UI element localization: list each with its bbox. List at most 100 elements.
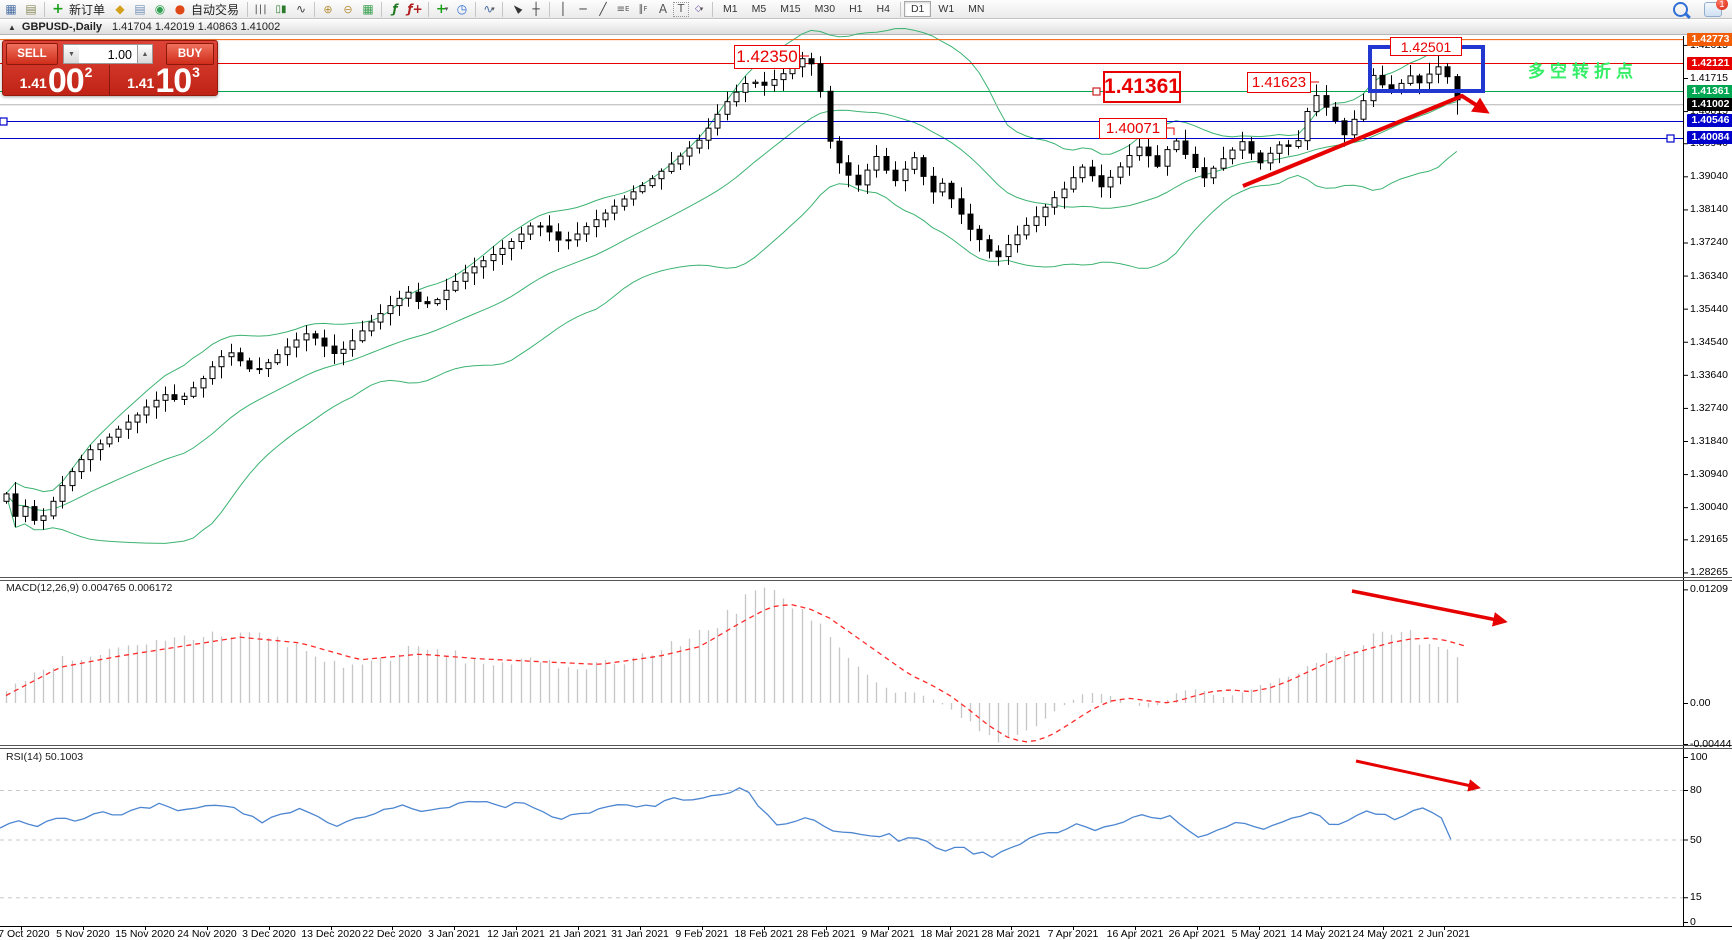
- timeframe-mn[interactable]: MN: [961, 1, 991, 17]
- autotrading-icon[interactable]: ●: [174, 2, 186, 16]
- price-callout-142350[interactable]: 1.42350: [734, 45, 800, 69]
- periods-clock-icon[interactable]: ◷: [456, 2, 468, 16]
- timeframe-m15[interactable]: M15: [773, 1, 807, 17]
- trendline-icon[interactable]: ╱: [599, 2, 607, 16]
- crosshair-icon[interactable]: ┼: [532, 2, 540, 16]
- date-label[interactable]: 9 Mar 2021: [861, 928, 915, 940]
- tile-windows-icon[interactable]: ▦: [362, 2, 374, 16]
- date-label[interactable]: 5 Nov 2020: [56, 928, 110, 940]
- autotrading-label[interactable]: 自动交易: [191, 2, 240, 17]
- new-order-icon[interactable]: +: [52, 1, 64, 17]
- horizontal-line-icon[interactable]: ─: [579, 2, 587, 16]
- collapse-icon[interactable]: ▲: [8, 22, 16, 32]
- date-label[interactable]: 5 May 2021: [1231, 928, 1287, 940]
- price-callout-142501[interactable]: 1.42501: [1390, 37, 1462, 56]
- indicator-window-icon[interactable]: ƒ+: [407, 2, 423, 16]
- rsi-tick-label: 50: [1690, 833, 1702, 846]
- date-label[interactable]: 15 Nov 2020: [115, 928, 175, 940]
- macd-arrow[interactable]: [1351, 589, 1508, 627]
- volume-increase-button[interactable]: ▲: [137, 44, 153, 64]
- date-label[interactable]: 9 Feb 2021: [675, 928, 729, 940]
- toolbar-separator: [44, 1, 45, 17]
- date-label[interactable]: 3 Jan 2021: [428, 928, 480, 940]
- notifications-icon[interactable]: 1: [1704, 0, 1728, 17]
- chart-titlebar[interactable]: ▲ GBPUSD-,Daily 1.41704 1.42019 1.40863 …: [0, 20, 1732, 35]
- date-label[interactable]: 21 Jan 2021: [549, 928, 607, 940]
- new-order-label[interactable]: 新订单: [69, 2, 106, 17]
- toolbar-separator: [247, 1, 249, 17]
- date-label[interactable]: 2 Jun 2021: [1418, 928, 1470, 940]
- price-callout-141623[interactable]: 1.41623: [1247, 72, 1311, 93]
- candlestick-chart-icon[interactable]: ▯▮: [275, 3, 287, 15]
- buy-price[interactable]: 1.41 10 3: [110, 64, 217, 98]
- fibonacci-icon[interactable]: ≡ E: [616, 3, 630, 15]
- line-selection-handle[interactable]: [1092, 87, 1101, 96]
- rsi-arrow[interactable]: [1355, 759, 1481, 792]
- timeframe-m1[interactable]: M1: [716, 1, 745, 17]
- text-icon[interactable]: A: [658, 2, 668, 16]
- arrows-icon[interactable]: ◇ ▾: [694, 4, 704, 14]
- trend-arrow[interactable]: [1242, 93, 1490, 188]
- buy-price-sup: 3: [192, 64, 200, 80]
- date-label[interactable]: 3 Dec 2020: [242, 928, 296, 940]
- profiles-icon[interactable]: ▤: [25, 2, 37, 16]
- date-label[interactable]: 22 Dec 2020: [362, 928, 422, 940]
- price-tick-label: 1.32740: [1690, 401, 1728, 414]
- line-chart-icon[interactable]: ∿: [296, 2, 307, 16]
- macd-tick-label: -0.004446: [1690, 738, 1732, 750]
- indicators-icon[interactable]: ƒ: [392, 2, 398, 16]
- date-label[interactable]: 28 Feb 2021: [796, 928, 856, 940]
- date-label[interactable]: 26 Apr 2021: [1168, 928, 1226, 940]
- date-label[interactable]: 14 May 2021: [1290, 928, 1352, 940]
- timeframe-m30[interactable]: M30: [808, 1, 842, 17]
- reversal-note-text[interactable]: 多空转折点: [1528, 62, 1638, 81]
- price-tick-label: 1.33640: [1690, 368, 1728, 381]
- date-label[interactable]: 16 Apr 2021: [1106, 928, 1164, 940]
- vertical-line-icon[interactable]: │: [559, 2, 567, 16]
- date-label[interactable]: 24 Nov 2020: [177, 928, 237, 940]
- timeframe-h1[interactable]: H1: [842, 1, 869, 17]
- price-tick-label: 1.35440: [1690, 302, 1728, 315]
- date-label[interactable]: 24 May 2021: [1352, 928, 1414, 940]
- zoom-in-icon[interactable]: ⊕: [323, 2, 333, 16]
- toolbar-separator: [381, 1, 383, 17]
- volume-decrease-button[interactable]: ▼: [63, 44, 79, 64]
- date-label[interactable]: 13 Dec 2020: [301, 928, 361, 940]
- date-label[interactable]: 18 Mar 2021: [920, 928, 980, 940]
- new-chart-icon[interactable]: ▦: [5, 2, 17, 16]
- line-selection-handle[interactable]: [0, 117, 8, 126]
- chart-title: GBPUSD-,Daily: [21, 21, 102, 33]
- price-tick-label: 1.28265: [1690, 566, 1728, 579]
- timeframe-d1[interactable]: D1: [903, 1, 932, 17]
- buy-button[interactable]: BUY: [166, 43, 214, 65]
- date-label[interactable]: 31 Jan 2021: [611, 928, 669, 940]
- date-label[interactable]: 27 Oct 2020: [0, 928, 50, 940]
- styler-icon[interactable]: ◆: [115, 2, 125, 16]
- templates-icon[interactable]: ∿ ▾: [483, 2, 495, 16]
- date-label[interactable]: 12 Jan 2021: [487, 928, 545, 940]
- date-label[interactable]: 18 Feb 2021: [734, 928, 794, 940]
- timeframe-w1[interactable]: W1: [931, 1, 961, 17]
- price-callout-140071[interactable]: 1.40071: [1099, 118, 1167, 139]
- bar-chart-icon[interactable]: |||: [254, 3, 268, 15]
- alerts-icon[interactable]: ◉: [154, 2, 166, 16]
- sell-button[interactable]: SELL: [6, 43, 58, 65]
- rsi-label: RSI(14) 50.1003: [6, 751, 84, 763]
- text-label-icon[interactable]: T: [673, 1, 690, 17]
- date-label[interactable]: 28 Mar 2021: [981, 928, 1041, 940]
- timeframe-h4[interactable]: H4: [870, 1, 897, 17]
- sell-price[interactable]: 1.41 00 2: [3, 64, 110, 98]
- price-callout-141361[interactable]: 1.41361: [1103, 71, 1181, 103]
- date-label[interactable]: 7 Apr 2021: [1047, 928, 1099, 940]
- channel-icon[interactable]: ∥ F: [638, 3, 648, 15]
- sell-price-sup: 2: [84, 64, 93, 80]
- zoom-out-icon[interactable]: ⊖: [343, 2, 353, 16]
- print-icon[interactable]: ▤: [134, 2, 146, 16]
- rsi-tick-label: 80: [1690, 784, 1702, 796]
- add-object-icon[interactable]: + ▾: [435, 1, 449, 17]
- line-selection-handle[interactable]: [1666, 134, 1675, 143]
- volume-input[interactable]: 1.00: [79, 44, 137, 64]
- timeframe-m5[interactable]: M5: [745, 1, 774, 17]
- search-icon[interactable]: [1673, 1, 1688, 17]
